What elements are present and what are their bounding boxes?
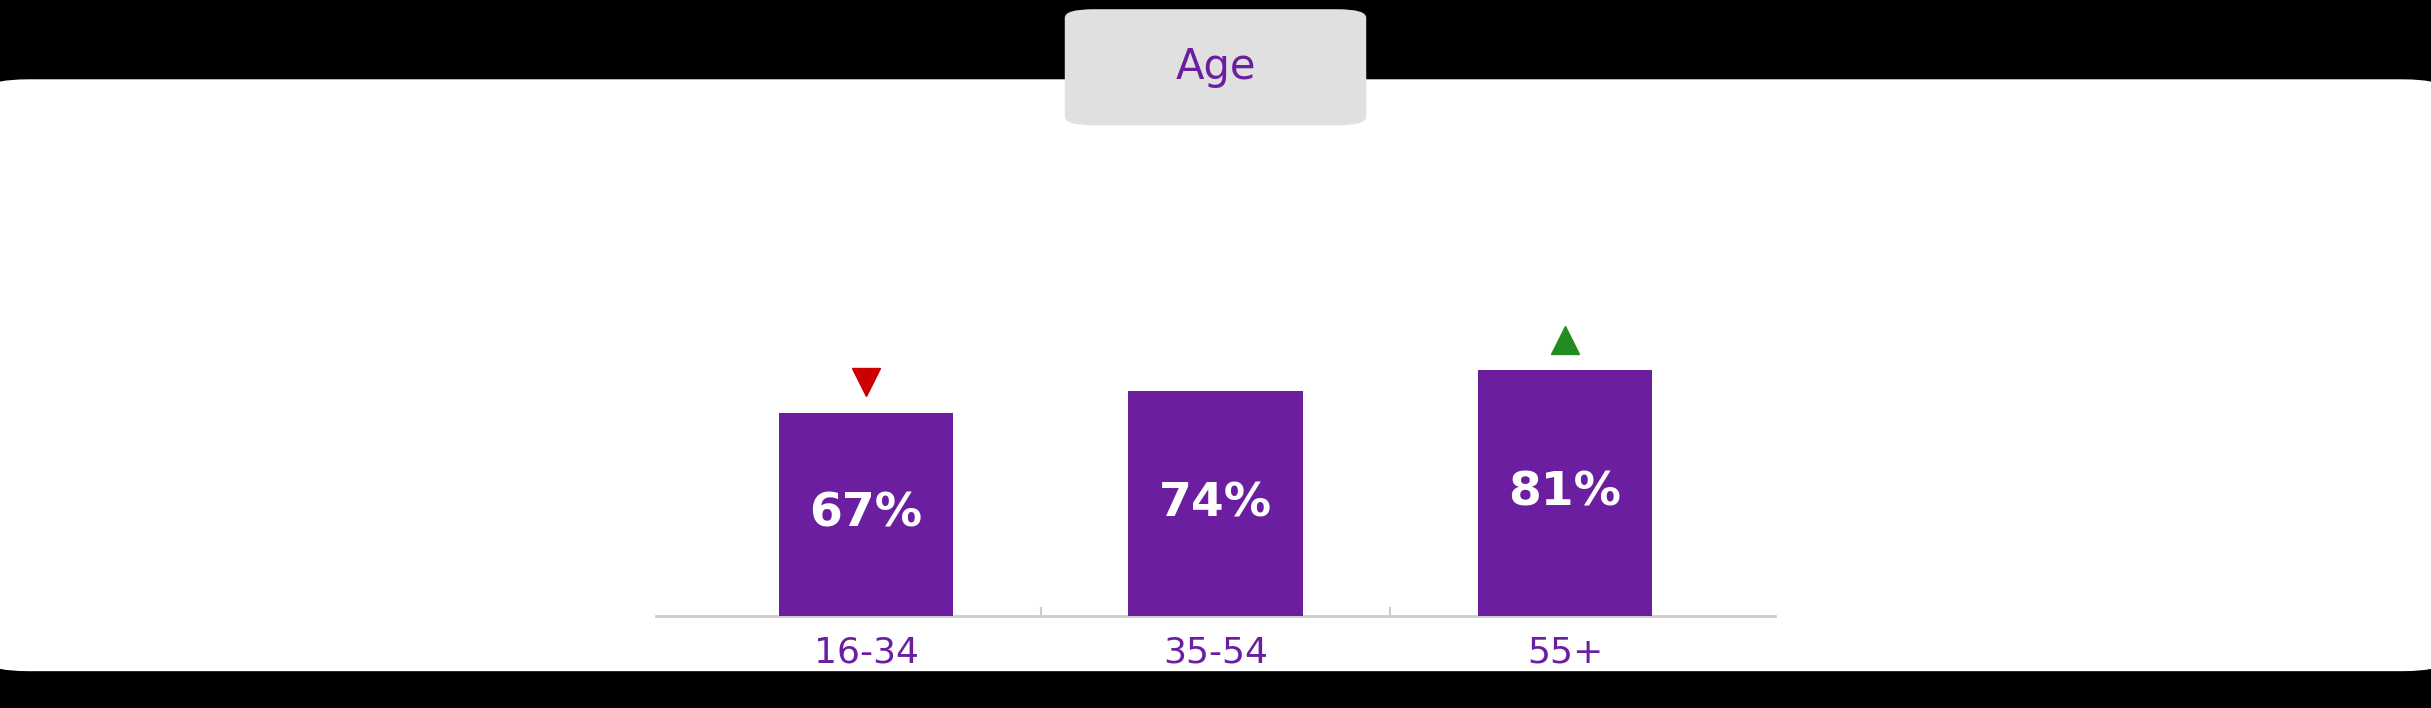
Text: 74%: 74% [1160, 481, 1271, 526]
Text: 81%: 81% [1510, 471, 1621, 515]
Bar [1478, 370, 1653, 616]
FancyBboxPatch shape [1065, 9, 1366, 125]
Bar [1128, 392, 1303, 616]
Text: Age: Age [1174, 46, 1257, 88]
FancyBboxPatch shape [0, 79, 2431, 671]
Bar [778, 413, 953, 616]
Text: 67%: 67% [810, 492, 924, 537]
